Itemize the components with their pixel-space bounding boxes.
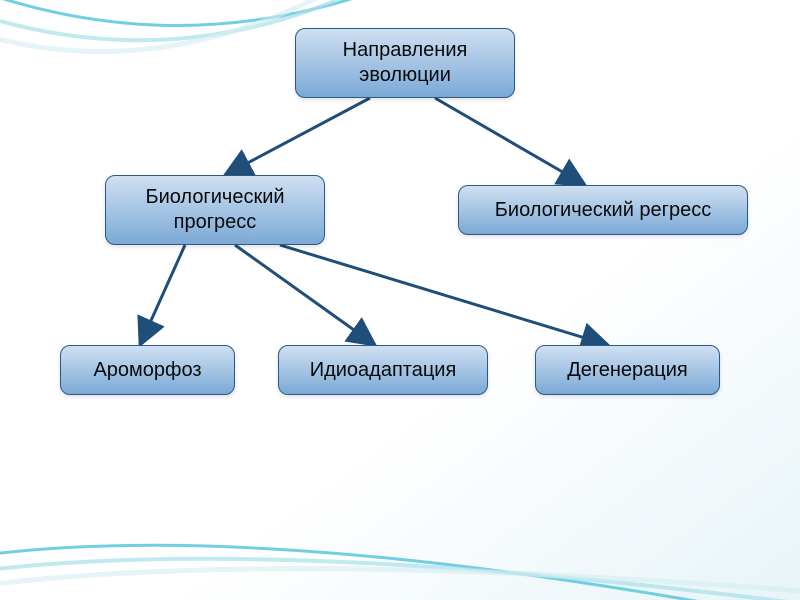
edge-progress-idioadaptation — [235, 245, 375, 345]
node-degeneration-label: Дегенерация — [567, 358, 688, 383]
node-progress-label: Биологическийпрогресс — [145, 185, 284, 235]
node-degeneration: Дегенерация — [535, 345, 720, 395]
node-root: Направленияэволюции — [295, 28, 515, 98]
node-idioadaptation: Идиоадаптация — [278, 345, 488, 395]
edge-progress-degeneration — [280, 245, 608, 345]
diagram-canvas: Направленияэволюции Биологическийпрогрес… — [0, 0, 800, 600]
edge-root-progress — [225, 98, 370, 175]
node-progress: Биологическийпрогресс — [105, 175, 325, 245]
node-root-label: Направленияэволюции — [343, 38, 468, 88]
edge-root-regress — [435, 98, 585, 185]
node-idioadaptation-label: Идиоадаптация — [310, 358, 457, 383]
node-aromorphosis-label: Ароморфоз — [93, 358, 201, 383]
node-regress-label: Биологический регресс — [495, 198, 711, 223]
node-aromorphosis: Ароморфоз — [60, 345, 235, 395]
edge-progress-aromorphosis — [140, 245, 185, 345]
node-regress: Биологический регресс — [458, 185, 748, 235]
